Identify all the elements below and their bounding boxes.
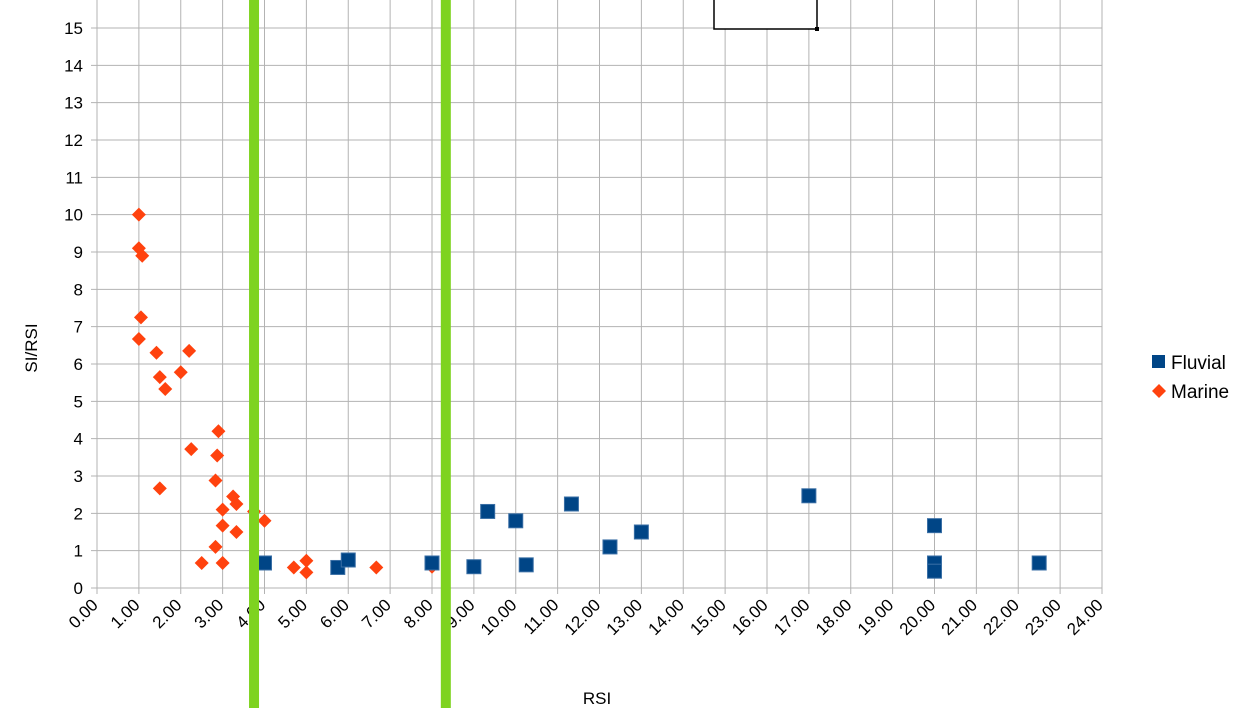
vertical-marker-layer	[249, 0, 451, 708]
y-tick-label: 2	[74, 504, 83, 523]
marine-point	[133, 310, 148, 325]
y-tick-label: 15	[64, 19, 83, 38]
y-axis-title: SI/RSI	[22, 323, 41, 372]
fluvial-point	[257, 555, 272, 571]
y-tick-label: 11	[65, 168, 83, 187]
marine-point	[286, 560, 301, 575]
y-tick-label: 3	[74, 467, 83, 486]
marine-point	[173, 365, 188, 380]
x-tick-label: 5.00	[274, 595, 311, 632]
x-tick-label: 21.00	[938, 595, 982, 639]
y-tick-label: 6	[74, 355, 83, 374]
x-tick-label: 0.00	[65, 595, 102, 632]
marine-point	[229, 525, 244, 539]
y-tick-label: 13	[64, 94, 83, 113]
legend-marine-swatch	[1152, 384, 1166, 398]
marine-point	[131, 207, 146, 222]
x-tick-label: 7.00	[358, 595, 395, 632]
x-tick-label: 19.00	[854, 595, 898, 639]
marine-point	[158, 382, 173, 397]
x-tick-label: 22.00	[980, 595, 1024, 639]
fluvial-point	[927, 563, 942, 579]
x-tick-label: 17.00	[770, 595, 814, 639]
x-tick-label: 16.00	[728, 595, 772, 639]
marine-point	[149, 345, 164, 360]
y-tick-label: 10	[64, 206, 83, 225]
empty-title-box	[713, 0, 818, 30]
x-tick-label: 13.00	[603, 595, 647, 639]
fluvial-point	[424, 555, 440, 571]
marine-point	[215, 502, 230, 517]
marine-point	[215, 555, 230, 570]
vertical-marker-line	[249, 0, 260, 708]
y-tick-label: 12	[64, 131, 83, 150]
marine-point	[194, 555, 209, 570]
marine-point	[229, 497, 244, 511]
marine-point	[369, 560, 384, 575]
y-tick-label: 7	[74, 318, 83, 337]
x-tick-label: 15.00	[686, 595, 730, 639]
x-tick-label: 24.00	[1063, 595, 1107, 639]
marine-point	[215, 518, 230, 533]
x-tick-label: 10.00	[477, 595, 521, 639]
y-tick-label: 14	[64, 56, 83, 75]
x-tick-label: 11.00	[520, 595, 563, 638]
marine-point	[257, 513, 272, 528]
marine-point	[152, 481, 167, 496]
marine-point	[211, 424, 226, 439]
vertical-marker-line	[440, 0, 451, 708]
fluvial-point	[480, 503, 496, 519]
y-tick-label: 9	[74, 243, 83, 262]
x-axis-title: RSI	[583, 689, 611, 708]
y-tick-label: 1	[74, 542, 83, 561]
y-tick-label: 5	[74, 392, 83, 411]
legend-fluvial-swatch	[1152, 355, 1165, 368]
fluvial-point	[563, 496, 579, 512]
marine-point	[299, 553, 314, 568]
fluvial-point	[602, 539, 618, 555]
fluvial-point	[633, 524, 649, 540]
x-tick-label: 20.00	[896, 595, 940, 639]
x-tick-label: 2.00	[149, 595, 186, 632]
x-tick-label: 14.00	[645, 595, 689, 639]
fluvial-point	[801, 488, 817, 504]
marine-point	[131, 331, 146, 346]
x-tick-label: 3.00	[191, 595, 228, 632]
legend-fluvial-label: Fluvial	[1171, 353, 1226, 374]
x-tick-label: 6.00	[316, 595, 353, 632]
legend: Fluvial Marine	[1152, 353, 1229, 403]
y-tick-label: 4	[74, 430, 83, 449]
legend-marine-label: Marine	[1171, 382, 1229, 403]
points-layer	[131, 207, 1047, 580]
fluvial-point	[466, 559, 482, 575]
fluvial-point	[508, 513, 524, 529]
y-tick-label: 8	[74, 280, 83, 299]
marine-point	[210, 448, 225, 463]
x-tick-label: 23.00	[1021, 595, 1065, 639]
marine-point	[182, 343, 197, 358]
marine-point	[184, 442, 199, 457]
fluvial-point	[927, 518, 942, 534]
marine-point	[208, 473, 223, 488]
x-tick-label: 1.00	[107, 595, 144, 632]
marine-point	[152, 370, 167, 385]
y-tick-label: 0	[74, 579, 83, 598]
grid-layer	[91, 0, 1103, 594]
marine-point	[135, 248, 150, 263]
x-tick-label: 18.00	[812, 595, 856, 639]
title-box-handle	[815, 27, 819, 31]
fluvial-point	[518, 557, 534, 573]
fluvial-point	[340, 552, 356, 568]
marine-point	[208, 539, 223, 554]
x-tick-label: 8.00	[400, 595, 437, 632]
fluvial-point	[1031, 555, 1047, 571]
x-tick-label: 12.00	[561, 595, 605, 639]
marine-point	[299, 565, 314, 580]
